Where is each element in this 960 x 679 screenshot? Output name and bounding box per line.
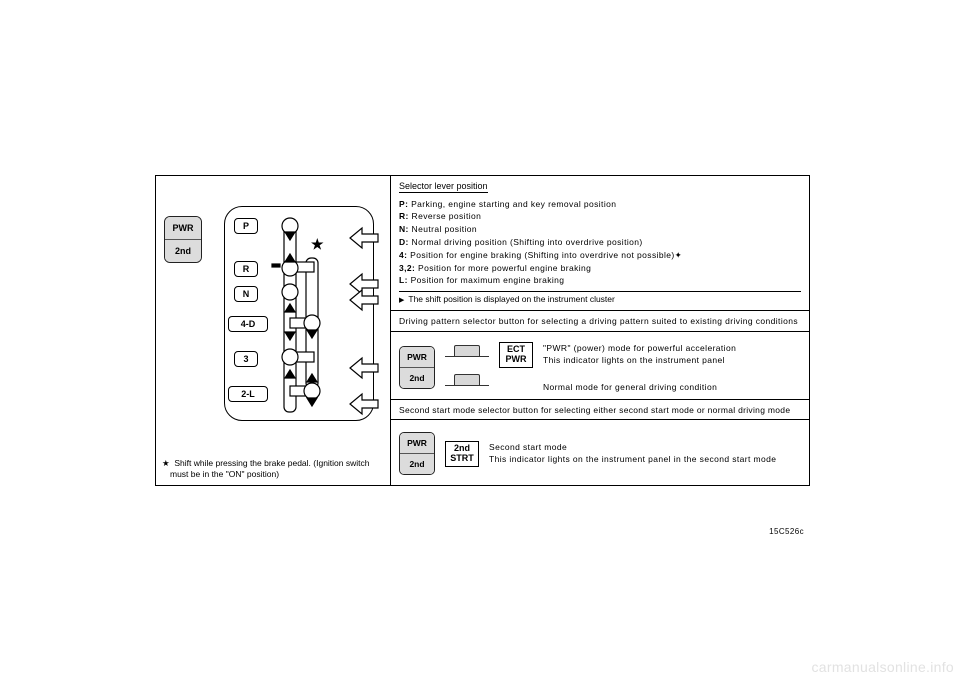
pos-val: Position for maximum engine braking — [411, 275, 565, 285]
pos-val: Position for more powerful engine brakin… — [418, 263, 591, 273]
selector-lever-box: Selector lever position P: Parking, engi… — [391, 176, 809, 311]
2nd-button-label: 2nd — [165, 240, 201, 262]
cluster-note: The shift position is displayed on the i… — [399, 291, 801, 304]
footnote-text: Shift while pressing the brake pedal. (I… — [170, 458, 370, 479]
pwr-button-label: PWR — [400, 433, 434, 454]
pwr-2nd-switch: PWR 2nd — [164, 216, 202, 263]
pos-key: L: — [399, 275, 408, 285]
pwr-button-label: PWR — [400, 347, 434, 368]
figure-container: PWR 2nd P R N 4-D 3 2-L — [155, 175, 810, 486]
pos-label-3: 3 — [234, 351, 258, 367]
position-list: P: Parking, engine starting and key remo… — [399, 198, 801, 287]
ect-pwr-indicator: ECT PWR — [499, 342, 533, 368]
dp-controls: PWR 2nd ECT PWR — [399, 342, 801, 393]
pos-val: Parking, engine starting and key removal… — [411, 199, 616, 209]
pos-val: Position for engine braking (Shifting in… — [410, 250, 682, 260]
figure-id: 15C526c — [769, 527, 804, 536]
2nd-button-label: 2nd — [400, 368, 434, 388]
indicator-line: STRT — [446, 454, 478, 464]
ss-desc-2: This indicator lights on the instrument … — [489, 454, 801, 465]
pos-key: 4: — [399, 250, 407, 260]
dp-switch: PWR 2nd — [399, 346, 435, 389]
pwr-desc-1: "PWR" (power) mode for powerful accelera… — [543, 343, 801, 354]
ss-title: Second start mode selector button for se… — [399, 405, 801, 415]
second-start-box: Second start mode selector button for se… — [391, 400, 809, 485]
pos-key: 3,2: — [399, 263, 415, 273]
pos-key: N: — [399, 224, 409, 234]
pwr-desc-2: This indicator lights on the instrument … — [543, 355, 801, 366]
watermark: carmanualsonline.info — [812, 659, 955, 675]
selector-title: Selector lever position — [399, 181, 488, 193]
pos-label-P: P — [234, 218, 258, 234]
dp-title: Driving pattern selector button for sele… — [399, 316, 801, 327]
brake-pedal-footnote: ★ Shift while pressing the brake pedal. … — [156, 452, 390, 485]
normal-mode-icon — [445, 374, 489, 389]
ss-switch: PWR 2nd — [399, 432, 435, 475]
ss-desc-1: Second start mode — [489, 442, 801, 453]
driving-pattern-box: Driving pattern selector button for sele… — [391, 311, 809, 401]
star-icon: ★ — [311, 236, 324, 253]
2nd-strt-indicator: 2nd STRT — [445, 441, 479, 467]
pos-val: Normal driving position (Shifting into o… — [412, 237, 643, 247]
shift-diagram: PWR 2nd P R N 4-D 3 2-L — [156, 176, 390, 452]
pos-key: P: — [399, 199, 408, 209]
mode-button-column — [445, 345, 489, 389]
pos-label-N: N — [234, 286, 258, 302]
side-arrows-icon — [348, 216, 388, 426]
pwr-mode-icon — [445, 345, 489, 360]
pos-label-R: R — [234, 261, 258, 277]
ss-controls: PWR 2nd 2nd STRT Second start mode This … — [399, 432, 801, 475]
info-panel: Selector lever position P: Parking, engi… — [391, 176, 809, 485]
pos-val: Neutral position — [412, 224, 477, 234]
shift-diagram-panel: PWR 2nd P R N 4-D 3 2-L — [156, 176, 391, 485]
normal-desc: Normal mode for general driving conditio… — [499, 382, 801, 393]
pos-key: D: — [399, 237, 409, 247]
indicator-line: PWR — [500, 355, 532, 365]
pos-key: R: — [399, 211, 409, 221]
star-icon: ★ — [162, 458, 170, 468]
pos-val: Reverse position — [412, 211, 482, 221]
2nd-button-label: 2nd — [400, 454, 434, 474]
pwr-button-label: PWR — [165, 217, 201, 240]
